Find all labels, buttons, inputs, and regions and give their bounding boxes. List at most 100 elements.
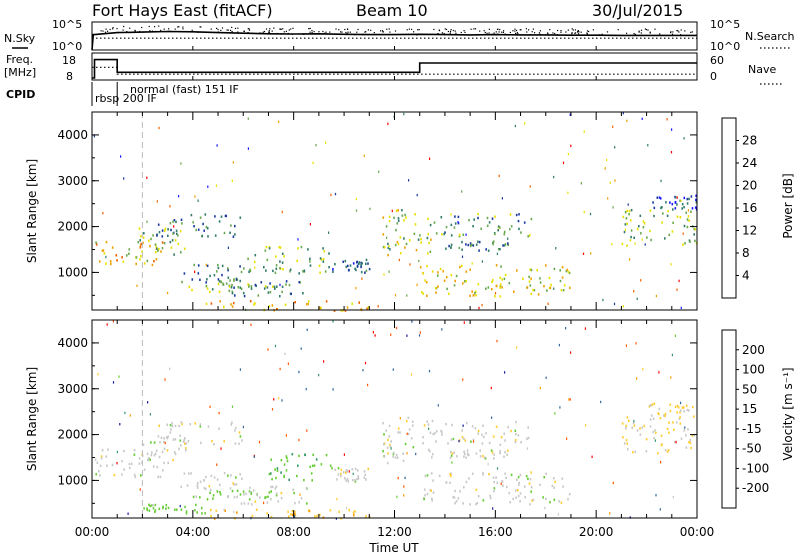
velocity-cell <box>325 453 328 457</box>
velocity-isolated-cell <box>223 508 225 511</box>
power-cell <box>630 209 633 212</box>
velocity-cell <box>502 484 504 487</box>
velocity-isolated-cell <box>233 510 235 514</box>
power-isolated-cell <box>644 243 646 246</box>
velocity-colorbar-tick-label: 200 <box>742 343 765 357</box>
power-cell <box>237 286 240 289</box>
velocity-isolated-cell <box>636 377 638 380</box>
power-cell <box>455 274 458 278</box>
velocity-cell <box>230 423 233 426</box>
power-isolated-cell <box>562 161 565 164</box>
power-cell <box>567 270 570 274</box>
velocity-cell <box>432 479 434 482</box>
noise-sample-point <box>654 28 656 30</box>
velocity-cell <box>549 501 551 504</box>
velocity-cell <box>167 435 169 438</box>
velocity-cell <box>463 455 465 458</box>
velocity-isolated-cell <box>671 353 673 357</box>
power-cell <box>503 230 506 234</box>
velocity-isolated-cell <box>600 400 602 404</box>
velocity-cell <box>435 430 438 433</box>
noise-sample-point <box>572 29 574 31</box>
velocity-cell <box>152 507 155 510</box>
velocity-cell <box>167 506 170 510</box>
noise-sample-point <box>416 34 419 36</box>
noise-sample-point <box>263 30 266 33</box>
power-cell <box>153 260 155 263</box>
velocity-cell <box>231 489 234 493</box>
noise-sample-point <box>534 32 536 34</box>
power-cell <box>642 220 645 223</box>
station-title: Fort Hays East (fitACF) <box>92 1 273 20</box>
power-cell <box>140 255 142 258</box>
power-isolated-cell <box>386 236 388 239</box>
power-isolated-cell <box>514 124 516 128</box>
velocity-cell <box>386 461 389 465</box>
velocity-isolated-cell <box>609 512 611 515</box>
power-cell <box>296 259 298 263</box>
velocity-cell <box>111 463 114 467</box>
velocity-cell <box>158 455 161 459</box>
nave-label: Nave <box>748 63 776 76</box>
noise-sample-point <box>588 30 590 33</box>
power-cell <box>318 264 321 267</box>
power-cell <box>532 288 534 292</box>
velocity-cell <box>491 451 494 454</box>
velocity-ytick-label: 3000 <box>57 382 88 396</box>
velocity-cell <box>174 424 177 428</box>
power-cell <box>529 268 531 271</box>
velocity-cell <box>689 438 692 442</box>
velocity-cell <box>354 467 357 471</box>
velocity-cell <box>174 508 176 511</box>
power-cell <box>405 242 408 246</box>
power-cell <box>389 248 391 251</box>
velocity-cell <box>488 472 490 476</box>
velocity-cell <box>146 508 148 512</box>
power-isolated-cell <box>461 190 463 193</box>
power-cell <box>177 234 179 237</box>
power-cell <box>694 228 697 231</box>
power-cell <box>225 282 228 285</box>
power-cell <box>360 265 362 269</box>
noise-sample-point <box>116 28 118 30</box>
noise-sample-point <box>647 29 649 31</box>
velocity-cell <box>623 442 626 445</box>
velocity-isolated-cell <box>458 439 460 443</box>
velocity-cell <box>236 511 238 514</box>
power-isolated-cell <box>629 258 631 261</box>
power-cell <box>652 201 654 204</box>
power-isolated-cell <box>634 242 636 245</box>
velocity-cell <box>234 429 236 432</box>
power-cell <box>671 230 674 233</box>
velocity-cell <box>98 470 100 473</box>
velocity-colorbar-tick-label: -15 <box>742 422 762 436</box>
velocity-cell <box>465 421 468 425</box>
power-cell <box>623 230 626 234</box>
power-isolated-cell <box>682 232 684 235</box>
noise-sample-point <box>455 32 457 34</box>
velocity-cell <box>474 427 477 430</box>
velocity-isolated-cell <box>97 373 99 376</box>
power-cell <box>543 285 545 288</box>
power-cell <box>459 265 461 269</box>
velocity-cell <box>687 428 689 431</box>
power-cell <box>689 240 691 243</box>
power-cell <box>249 300 252 303</box>
velocity-cell <box>639 427 641 430</box>
power-isolated-cell <box>391 209 393 213</box>
power-cell <box>358 301 360 304</box>
power-cell <box>138 227 141 230</box>
power-cell <box>360 308 362 311</box>
velocity-cell <box>660 434 663 437</box>
velocity-cell <box>206 498 209 501</box>
velocity-cell <box>280 491 283 495</box>
noise-sample-point <box>554 32 556 35</box>
power-isolated-cell <box>461 255 464 258</box>
power-cell <box>367 262 369 265</box>
noise-sample-point <box>690 31 692 33</box>
velocity-cell <box>407 416 410 420</box>
power-cell <box>382 216 385 219</box>
velocity-isolated-cell <box>287 362 289 365</box>
power-cell <box>642 226 645 229</box>
velocity-isolated-cell <box>410 373 413 376</box>
